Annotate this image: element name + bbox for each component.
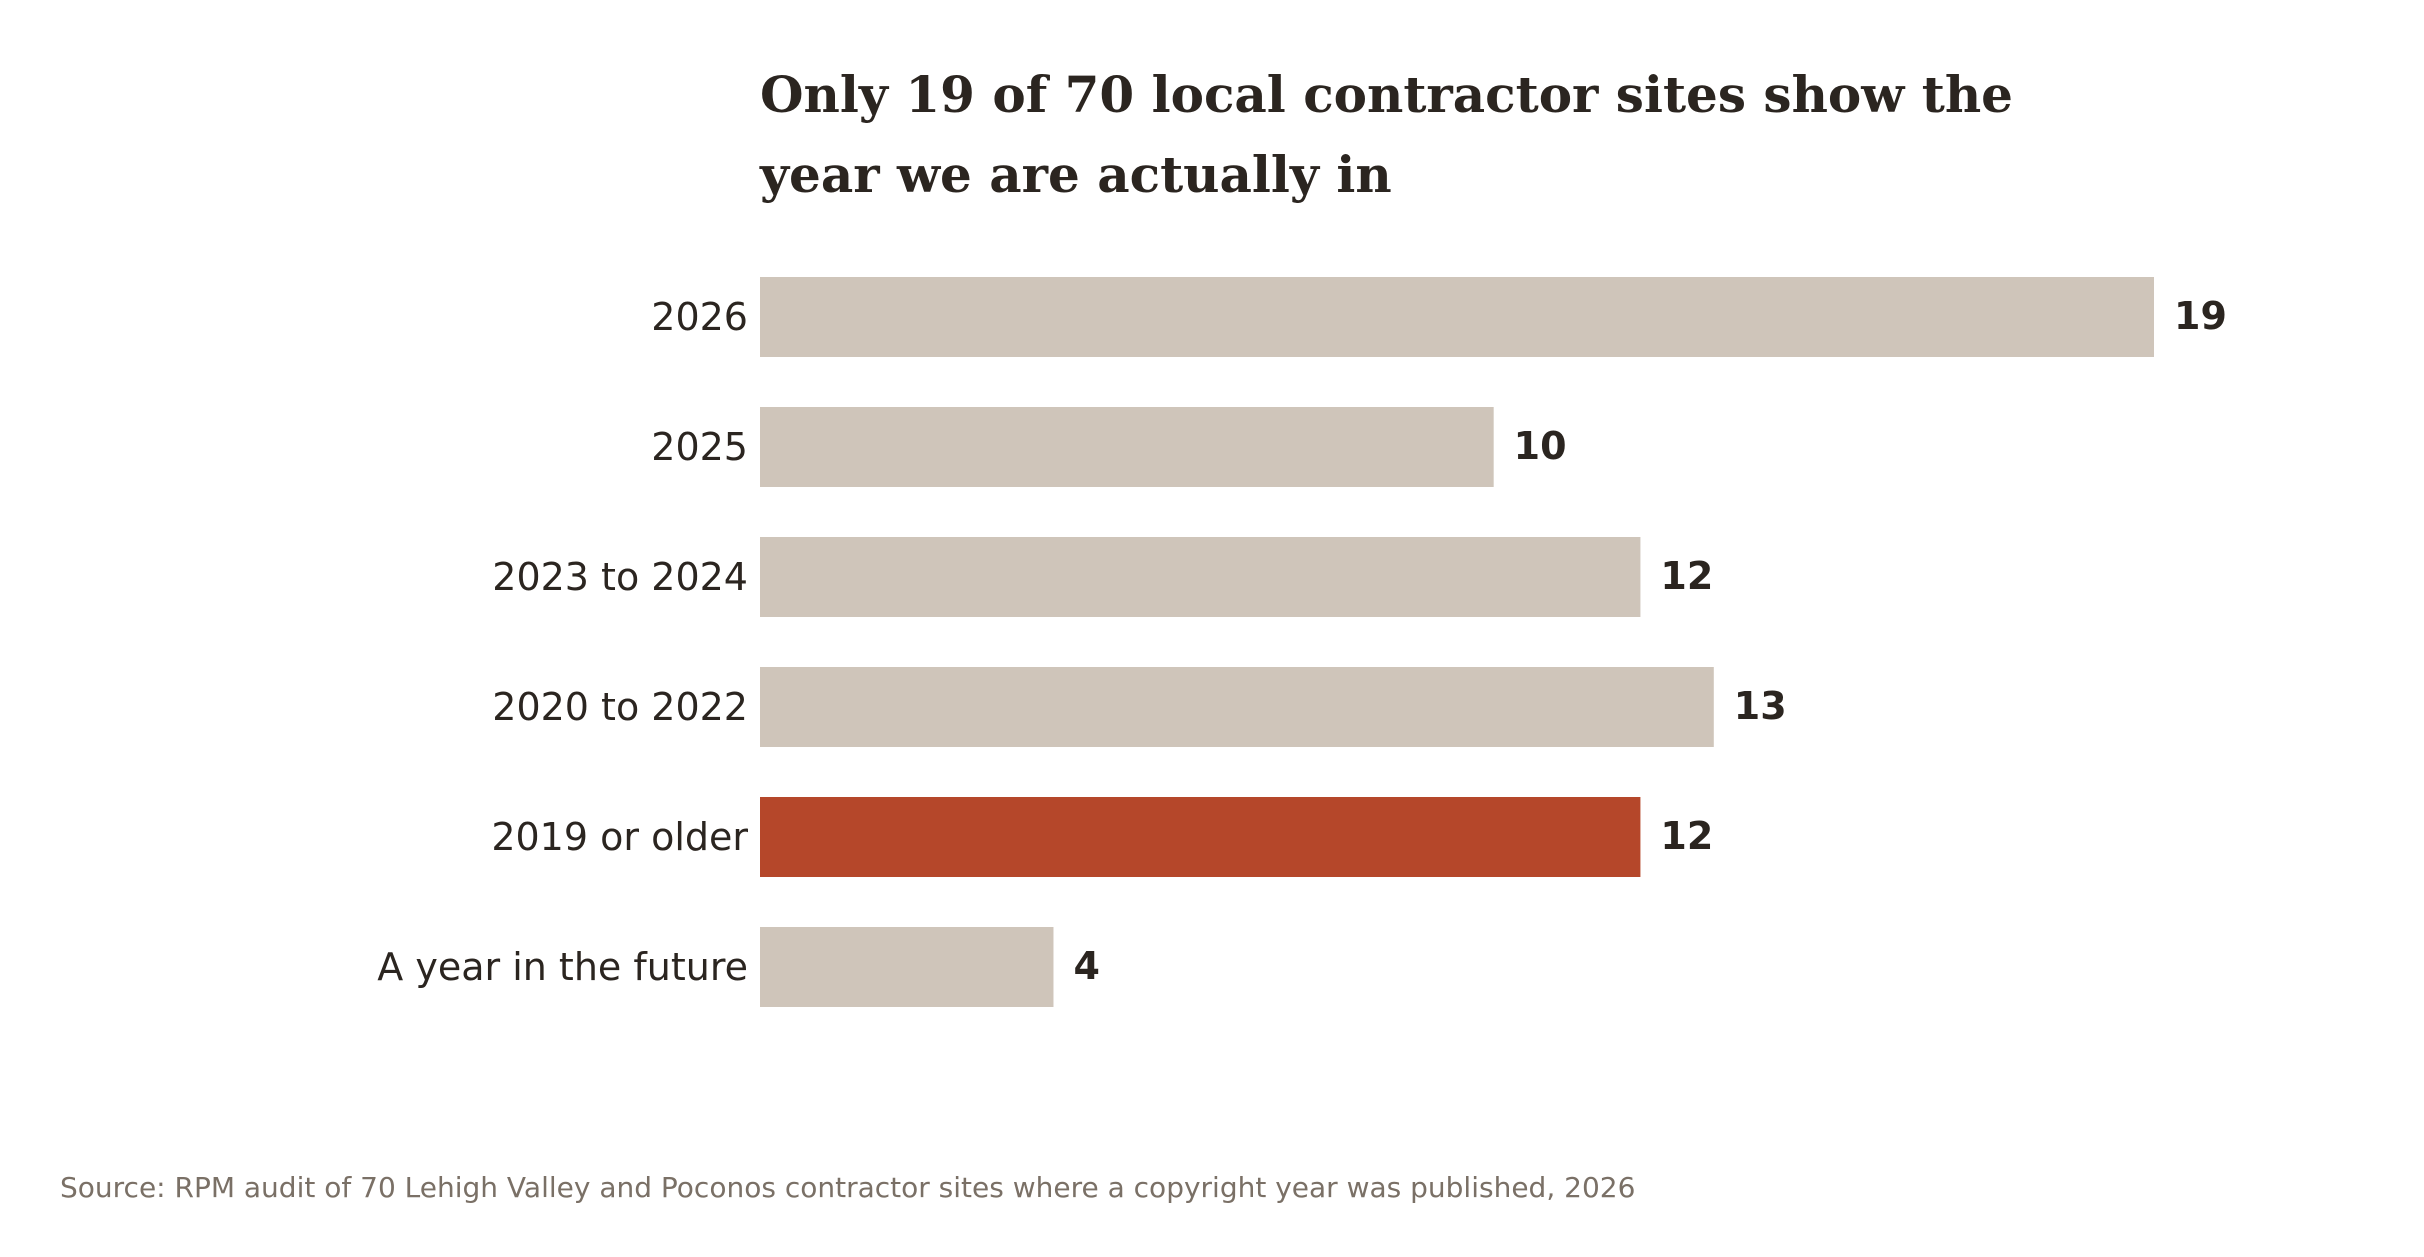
value-label-2025: 10 <box>1514 424 1567 468</box>
value-label-2019-or-older: 12 <box>1660 814 1713 858</box>
bar-2026 <box>760 277 2154 357</box>
bar-2019-or-older <box>760 797 1641 877</box>
category-label-2026: 2026 <box>651 295 748 339</box>
bar-a-year-in-the-future <box>760 927 1054 1007</box>
category-label-2019-or-older: 2019 or older <box>491 815 748 859</box>
chart-title-line-1: Only 19 of 70 local contractor sites sho… <box>760 65 2013 124</box>
value-label-2020-to-2022: 13 <box>1734 684 1787 728</box>
bar-2023-to-2024 <box>760 537 1641 617</box>
value-label-2026: 19 <box>2174 294 2227 338</box>
category-label-2020-to-2022: 2020 to 2022 <box>492 685 748 729</box>
value-label-2023-to-2024: 12 <box>1660 554 1713 598</box>
source-note: Source: RPM audit of 70 Lehigh Valley an… <box>60 1171 1635 1204</box>
category-label-a-year-in-the-future: A year in the future <box>377 945 748 989</box>
category-label-2025: 2025 <box>651 425 748 469</box>
bar-2025 <box>760 407 1494 487</box>
value-label-a-year-in-the-future: 4 <box>1073 944 1099 988</box>
chart-title-line-2: year we are actually in <box>759 145 1392 204</box>
category-label-2023-to-2024: 2023 to 2024 <box>492 555 748 599</box>
bar-2020-to-2022 <box>760 667 1714 747</box>
bars-group: 2026 19 2025 10 2023 to 2024 12 2020 to 2022 13… <box>377 277 2227 1007</box>
